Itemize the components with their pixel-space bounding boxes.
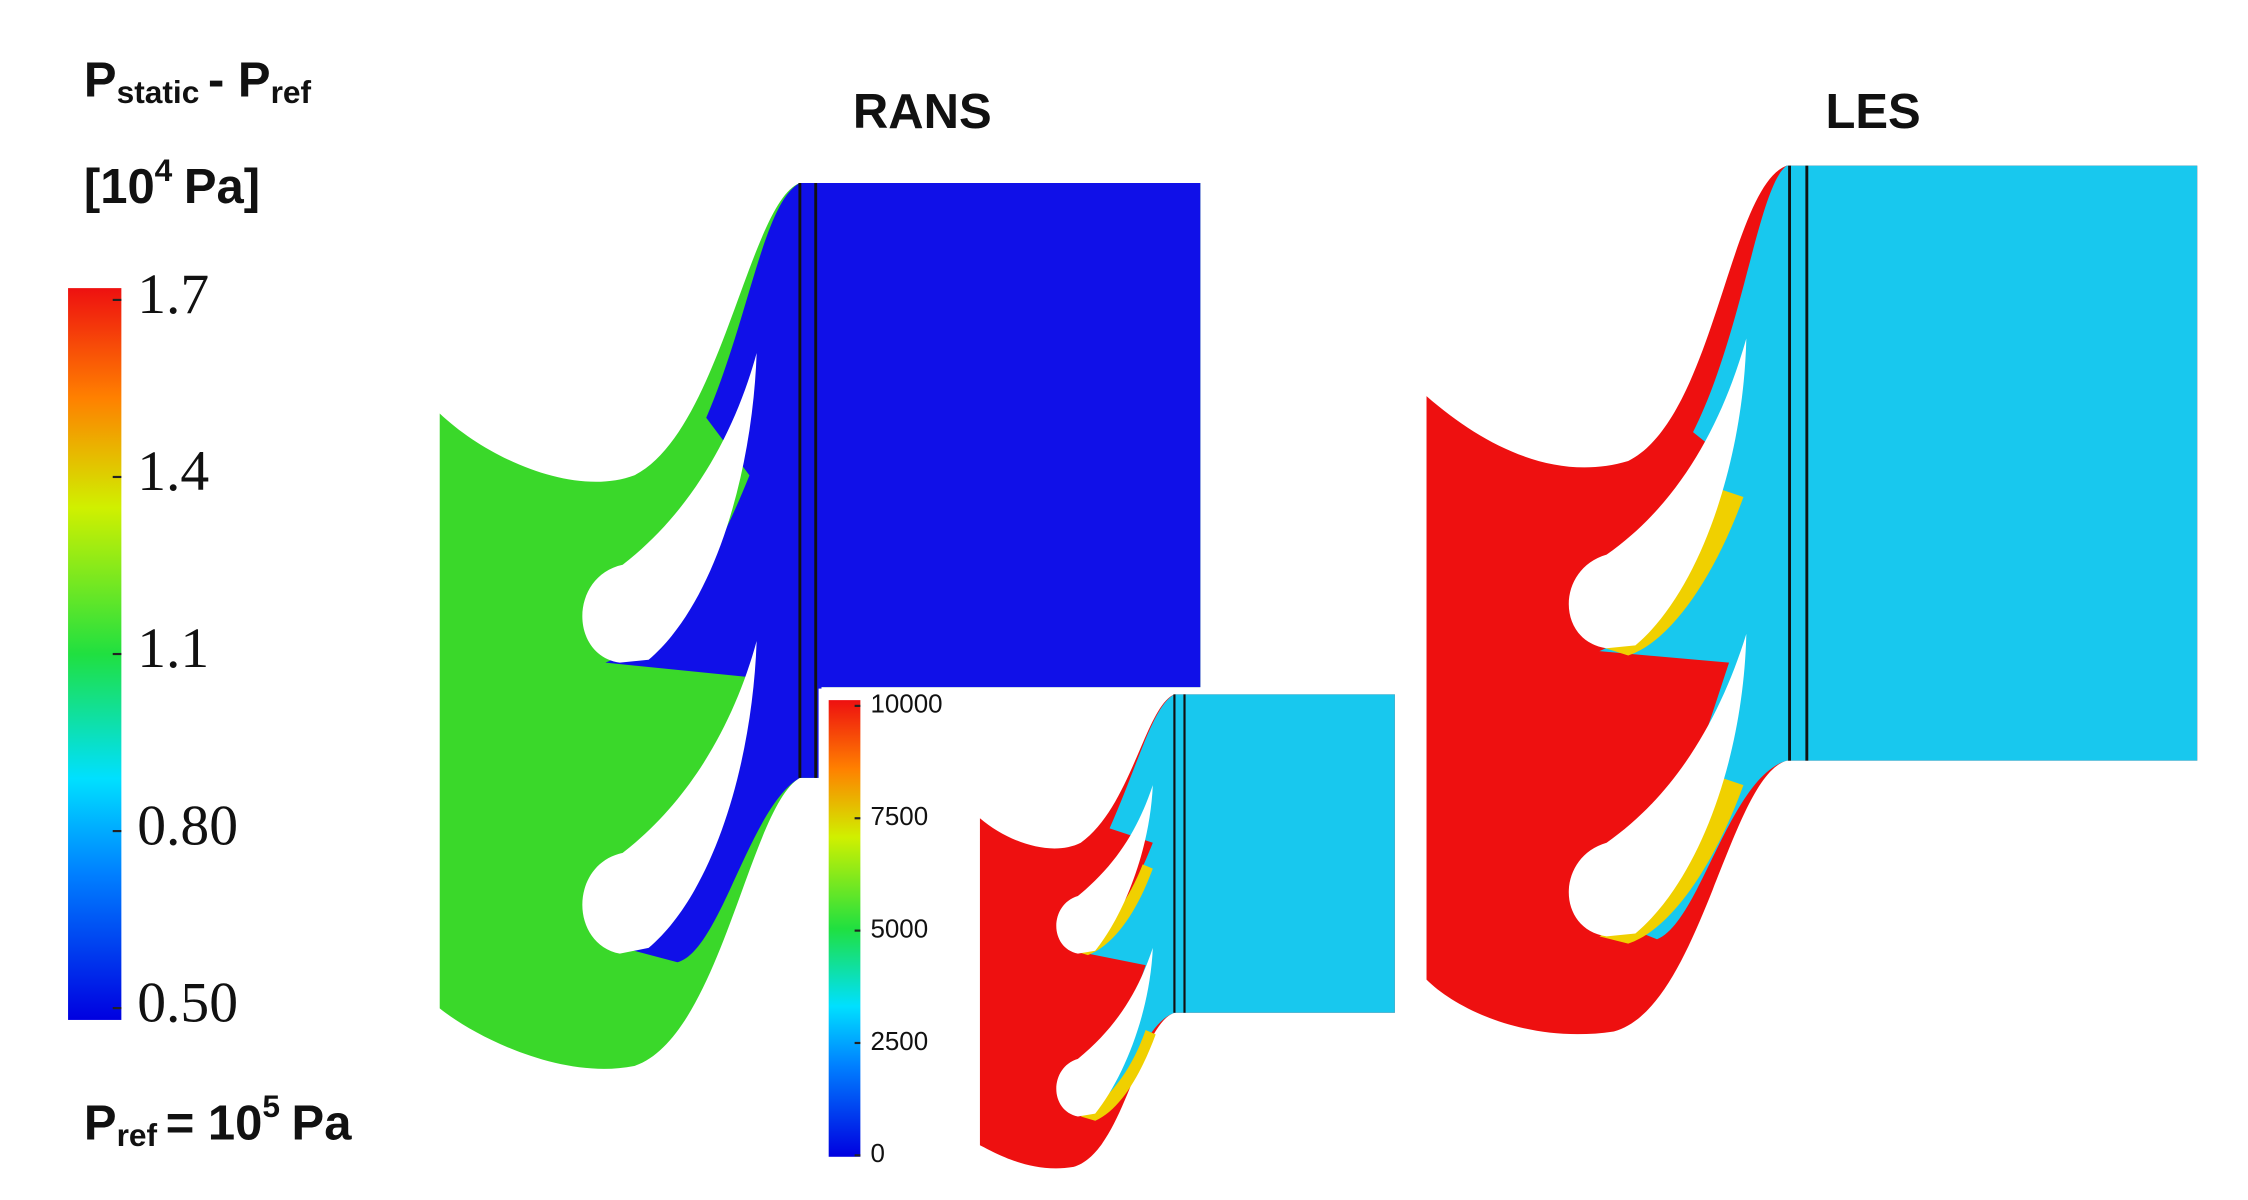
inset-colorbar bbox=[828, 700, 861, 1157]
tick-label: 0.80 bbox=[137, 794, 238, 857]
tick-label: 10000 bbox=[870, 691, 942, 719]
colorbar-ticks: 1.7 1.4 1.1 0.80 0.50 bbox=[112, 263, 238, 1034]
legend-title: Pstatic - Pref bbox=[84, 53, 312, 110]
tick-label: 5000 bbox=[870, 915, 928, 943]
tick-label: 2500 bbox=[870, 1028, 928, 1056]
inset-colorbar-ticks: 10000 7500 5000 2500 0 bbox=[854, 691, 943, 1168]
footnote: Pref = 105 Pa bbox=[84, 1089, 352, 1154]
panel-title: LES bbox=[1825, 85, 1920, 139]
legend-unit: [104 Pa] bbox=[84, 152, 260, 214]
inset-contour bbox=[979, 694, 1395, 1169]
tick-label: 7500 bbox=[870, 803, 928, 831]
rans-contour bbox=[439, 182, 1201, 1069]
tick-label: 1.4 bbox=[137, 440, 209, 503]
colorbar bbox=[68, 288, 122, 1020]
tick-label: 1.7 bbox=[137, 263, 209, 326]
tick-label: 0.50 bbox=[137, 971, 238, 1034]
panel-title: RANS bbox=[853, 85, 992, 139]
les-contour bbox=[1426, 165, 2198, 1035]
tick-label: 0 bbox=[870, 1140, 884, 1168]
tick-label: 1.1 bbox=[137, 617, 209, 680]
